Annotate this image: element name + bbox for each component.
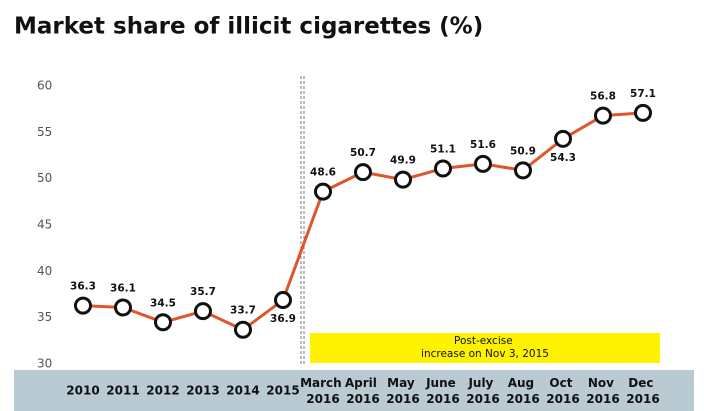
marker — [194, 302, 212, 321]
marker — [74, 296, 92, 315]
x-tick-label: May 2016 — [386, 376, 419, 406]
marker — [394, 170, 412, 189]
marker — [154, 313, 172, 332]
x-tick-label: 2015 — [266, 384, 299, 398]
x-tick-label: June 2016 — [425, 376, 460, 406]
marker — [274, 291, 292, 310]
marker — [434, 159, 452, 178]
value-label: 54.3 — [550, 152, 576, 164]
marker — [634, 103, 652, 122]
value-label: 36.9 — [270, 313, 296, 325]
marker — [594, 106, 612, 125]
x-tick-label: Oct 2016 — [546, 376, 579, 406]
value-label: 36.3 — [70, 281, 96, 293]
value-label: 57.1 — [630, 88, 656, 100]
annotation: Post-excise increase on Nov 3, 2015 — [421, 335, 549, 360]
y-tick-label: 60 — [37, 79, 52, 93]
value-label: 51.1 — [430, 143, 456, 155]
x-tick-label: Aug 2016 — [506, 376, 539, 406]
x-tick-label: Dec 2016 — [626, 376, 659, 406]
x-tick-label: July 2016 — [466, 376, 499, 406]
x-tick-label: Nov 2016 — [586, 376, 619, 406]
value-label: 56.8 — [590, 91, 616, 103]
x-tick-label: 2011 — [106, 384, 139, 398]
value-label: 50.9 — [510, 145, 536, 157]
marker — [354, 163, 372, 182]
marker — [474, 154, 492, 173]
annotation-box — [310, 333, 660, 363]
value-label: 49.9 — [390, 155, 416, 167]
x-tick-label: March 2016 — [300, 376, 346, 406]
value-label: 51.6 — [470, 139, 496, 151]
value-label: 50.7 — [350, 147, 376, 159]
marker — [114, 298, 132, 317]
x-tick-label: 2014 — [226, 384, 259, 398]
value-label: 33.7 — [230, 305, 256, 317]
y-tick-label: 40 — [37, 264, 52, 278]
x-tick-label: 2010 — [66, 384, 99, 398]
y-tick-label: 45 — [37, 218, 52, 232]
x-tick-label: 2012 — [146, 384, 179, 398]
y-tick-label: 50 — [37, 171, 52, 185]
value-label: 35.7 — [190, 286, 216, 298]
marker — [554, 129, 572, 148]
category-band — [14, 370, 694, 411]
marker — [314, 182, 332, 201]
marker — [514, 161, 532, 180]
x-tick-label: 2013 — [186, 384, 219, 398]
marker — [234, 320, 252, 339]
y-tick-label: 55 — [37, 125, 52, 139]
value-label: 34.5 — [150, 297, 176, 309]
value-label: 48.6 — [310, 167, 336, 179]
y-tick-label: 30 — [37, 357, 52, 371]
y-tick-label: 35 — [37, 310, 52, 324]
chart-title: Market share of illicit cigarettes (%) — [14, 14, 483, 40]
x-tick-label: April 2016 — [345, 376, 381, 406]
value-label: 36.1 — [110, 282, 136, 294]
